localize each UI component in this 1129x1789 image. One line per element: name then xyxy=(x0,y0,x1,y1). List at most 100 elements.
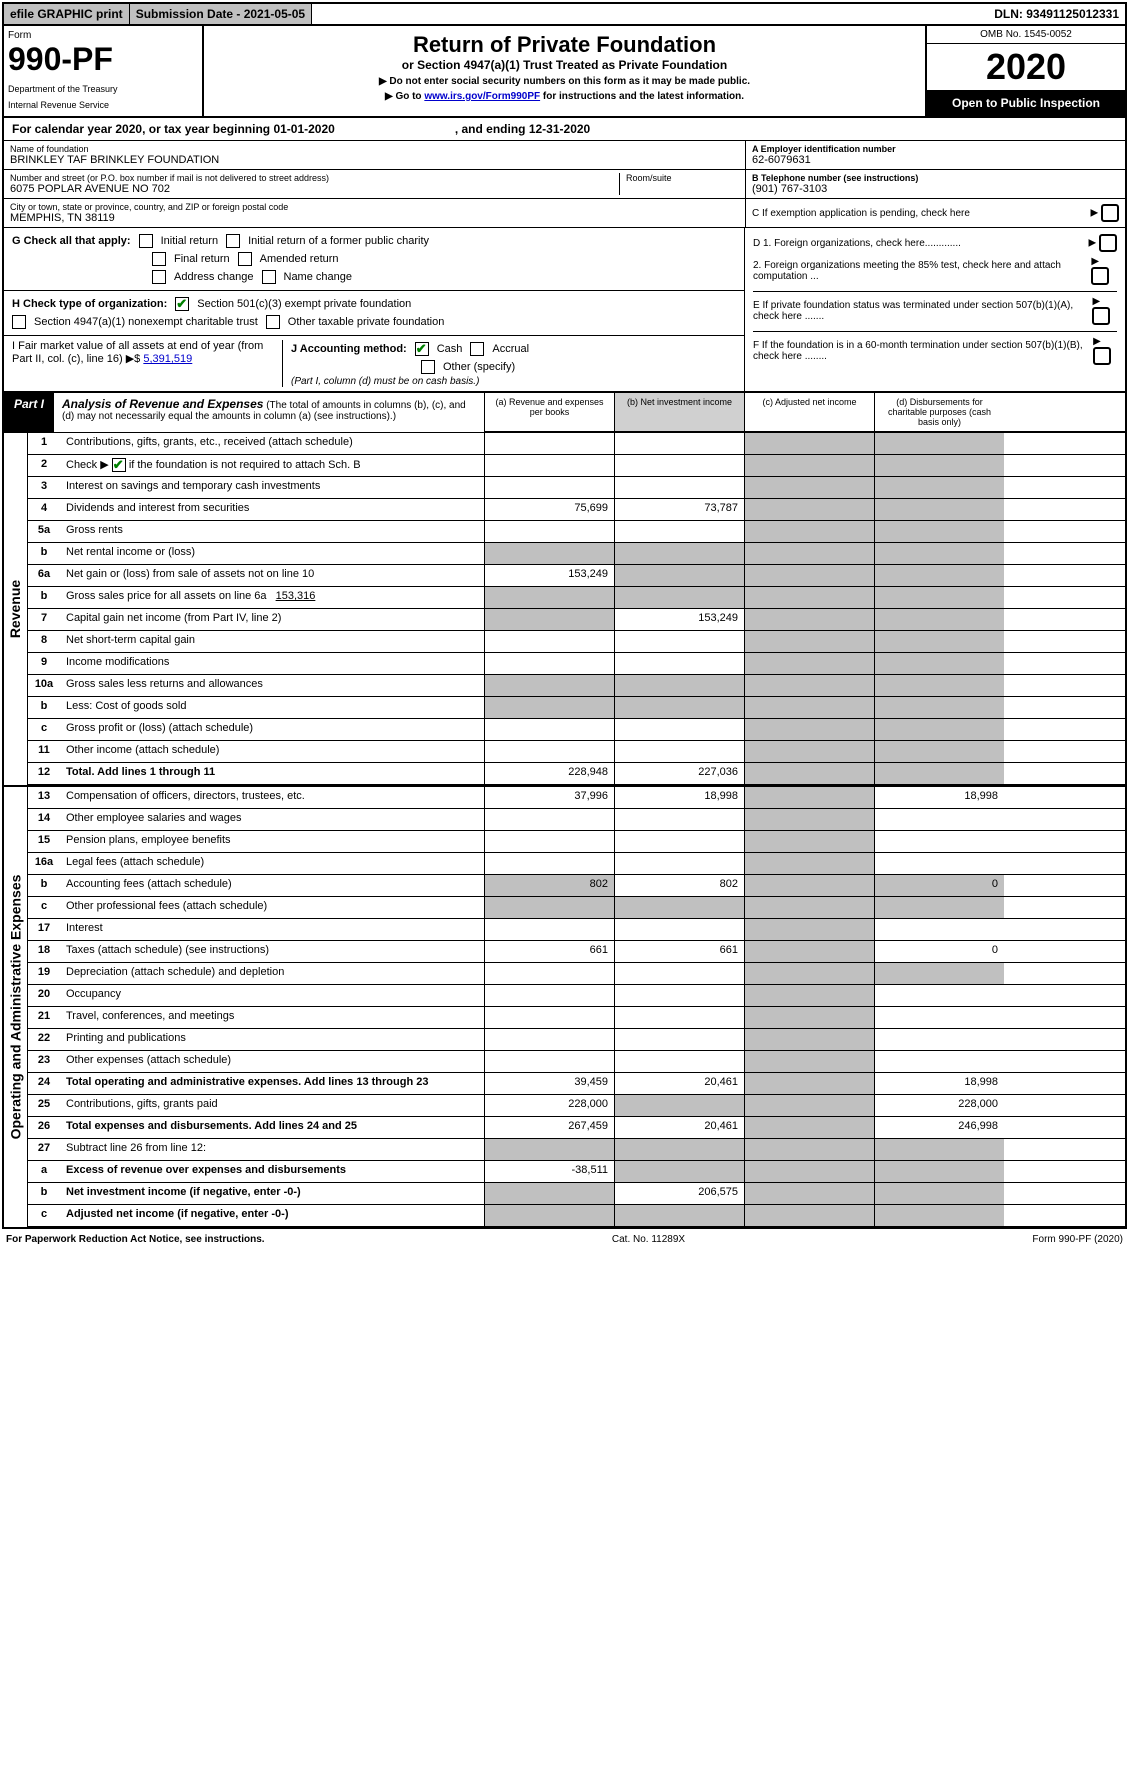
line-c: cAdjusted net income (if negative, enter… xyxy=(28,1205,1125,1227)
line-b: bNet rental income or (loss) xyxy=(28,543,1125,565)
line-24: 24Total operating and administrative exp… xyxy=(28,1073,1125,1095)
chk-initial[interactable] xyxy=(139,234,153,248)
line-18: 18Taxes (attach schedule) (see instructi… xyxy=(28,941,1125,963)
form-number: 990-PF xyxy=(8,41,198,78)
footer: For Paperwork Reduction Act Notice, see … xyxy=(0,1231,1129,1248)
chk-addr-change[interactable] xyxy=(152,270,166,284)
line-10a: 10aGross sales less returns and allowanc… xyxy=(28,675,1125,697)
chk-other-taxable[interactable] xyxy=(266,315,280,329)
e-label: E If private foundation status was termi… xyxy=(753,300,1092,322)
chk-amended[interactable] xyxy=(238,252,252,266)
line-13: 13Compensation of officers, directors, t… xyxy=(28,787,1125,809)
col-b-header: (b) Net investment income xyxy=(614,393,744,431)
chk-d2[interactable] xyxy=(1091,267,1109,285)
col-c-header: (c) Adjusted net income xyxy=(744,393,874,431)
line-a: aExcess of revenue over expenses and dis… xyxy=(28,1161,1125,1183)
irs-link[interactable]: www.irs.gov/Form990PF xyxy=(424,91,540,102)
chk-501c3[interactable] xyxy=(175,297,189,311)
fmv-label: I Fair market value of all assets at end… xyxy=(12,340,263,365)
line-22: 22Printing and publications xyxy=(28,1029,1125,1051)
fmv-value[interactable]: 5,391,519 xyxy=(143,353,192,365)
entity-info: Name of foundation BRINKLEY TAF BRINKLEY… xyxy=(4,141,1125,228)
line-5a: 5aGross rents xyxy=(28,521,1125,543)
revenue-label: Revenue xyxy=(8,580,24,638)
line-25: 25Contributions, gifts, grants paid228,0… xyxy=(28,1095,1125,1117)
line-2: 2Check ▶ if the foundation is not requir… xyxy=(28,455,1125,477)
part1-label: Part I xyxy=(4,393,54,432)
chk-schb[interactable] xyxy=(112,458,126,472)
line-23: 23Other expenses (attach schedule) xyxy=(28,1051,1125,1073)
top-bar: efile GRAPHIC print Submission Date - 20… xyxy=(4,4,1125,26)
d1-label: D 1. Foreign organizations, check here..… xyxy=(753,238,961,249)
chk-initial-former[interactable] xyxy=(226,234,240,248)
part1-desc: Analysis of Revenue and Expenses (The to… xyxy=(54,393,484,432)
line-c: cOther professional fees (attach schedul… xyxy=(28,897,1125,919)
line-14: 14Other employee salaries and wages xyxy=(28,809,1125,831)
ein-label: A Employer identification number xyxy=(752,144,1119,154)
address: 6075 POPLAR AVENUE NO 702 xyxy=(10,183,619,195)
dept-treasury: Department of the Treasury xyxy=(8,84,198,94)
line-20: 20Occupancy xyxy=(28,985,1125,1007)
line-b: bLess: Cost of goods sold xyxy=(28,697,1125,719)
city-label: City or town, state or province, country… xyxy=(10,202,739,212)
note-link: ▶ Go to www.irs.gov/Form990PF for instru… xyxy=(210,91,919,102)
line-7: 7Capital gain net income (from Part IV, … xyxy=(28,609,1125,631)
efile-label: efile GRAPHIC print xyxy=(4,4,130,24)
line-16a: 16aLegal fees (attach schedule) xyxy=(28,853,1125,875)
line-9: 9Income modifications xyxy=(28,653,1125,675)
chk-c[interactable] xyxy=(1101,204,1119,222)
note-ssn: ▶ Do not enter social security numbers o… xyxy=(210,76,919,87)
submission-date: Submission Date - 2021-05-05 xyxy=(130,4,312,24)
chk-f[interactable] xyxy=(1093,347,1111,365)
phone: (901) 767-3103 xyxy=(752,183,1119,195)
line-b: bGross sales price for all assets on lin… xyxy=(28,587,1125,609)
line-c: cGross profit or (loss) (attach schedule… xyxy=(28,719,1125,741)
line-8: 8Net short-term capital gain xyxy=(28,631,1125,653)
opex-section: Operating and Administrative Expenses 13… xyxy=(4,785,1125,1227)
form-990pf: efile GRAPHIC print Submission Date - 20… xyxy=(2,2,1127,1229)
form-word: Form xyxy=(8,30,198,41)
section-h: H Check type of organization: Section 50… xyxy=(4,291,744,336)
chk-4947[interactable] xyxy=(12,315,26,329)
cash-basis-note: (Part I, column (d) must be on cash basi… xyxy=(291,376,736,387)
exemption-pending: C If exemption application is pending, c… xyxy=(752,208,970,219)
chk-accrual[interactable] xyxy=(470,342,484,356)
paperwork-notice: For Paperwork Reduction Act Notice, see … xyxy=(6,1234,265,1245)
opex-label: Operating and Administrative Expenses xyxy=(8,875,24,1140)
line-21: 21Travel, conferences, and meetings xyxy=(28,1007,1125,1029)
omb-number: OMB No. 1545-0052 xyxy=(927,26,1125,44)
city-state-zip: MEMPHIS, TN 38119 xyxy=(10,212,739,224)
chk-d1[interactable] xyxy=(1099,234,1117,252)
phone-label: B Telephone number (see instructions) xyxy=(752,173,1119,183)
line-b: bAccounting fees (attach schedule)802802… xyxy=(28,875,1125,897)
line-1: 1Contributions, gifts, grants, etc., rec… xyxy=(28,433,1125,455)
line-12: 12Total. Add lines 1 through 11228,94822… xyxy=(28,763,1125,785)
col-d-header: (d) Disbursements for charitable purpose… xyxy=(874,393,1004,431)
chk-name-change[interactable] xyxy=(262,270,276,284)
ein: 62-6079631 xyxy=(752,154,1119,166)
chk-e[interactable] xyxy=(1092,307,1110,325)
dln: DLN: 93491125012331 xyxy=(988,4,1125,24)
name-label: Name of foundation xyxy=(10,144,739,154)
line-4: 4Dividends and interest from securities7… xyxy=(28,499,1125,521)
line-15: 15Pension plans, employee benefits xyxy=(28,831,1125,853)
section-ij: I Fair market value of all assets at end… xyxy=(4,336,744,391)
line-11: 11Other income (attach schedule) xyxy=(28,741,1125,763)
check-sections: G Check all that apply: Initial return I… xyxy=(4,228,1125,391)
line-19: 19Depreciation (attach schedule) and dep… xyxy=(28,963,1125,985)
revenue-section: Revenue 1Contributions, gifts, grants, e… xyxy=(4,432,1125,785)
form-subtitle: or Section 4947(a)(1) Trust Treated as P… xyxy=(210,58,919,72)
form-header: Form 990-PF Department of the Treasury I… xyxy=(4,26,1125,118)
line-b: bNet investment income (if negative, ent… xyxy=(28,1183,1125,1205)
form-title: Return of Private Foundation xyxy=(210,32,919,58)
line-27: 27Subtract line 26 from line 12: xyxy=(28,1139,1125,1161)
chk-other-method[interactable] xyxy=(421,360,435,374)
f-label: F If the foundation is in a 60-month ter… xyxy=(753,340,1093,362)
calendar-year-row: For calendar year 2020, or tax year begi… xyxy=(4,118,1125,141)
tax-year: 2020 xyxy=(927,44,1125,90)
chk-cash[interactable] xyxy=(415,342,429,356)
foundation-name: BRINKLEY TAF BRINKLEY FOUNDATION xyxy=(10,154,739,166)
room-label: Room/suite xyxy=(626,173,739,183)
chk-final[interactable] xyxy=(152,252,166,266)
line-3: 3Interest on savings and temporary cash … xyxy=(28,477,1125,499)
